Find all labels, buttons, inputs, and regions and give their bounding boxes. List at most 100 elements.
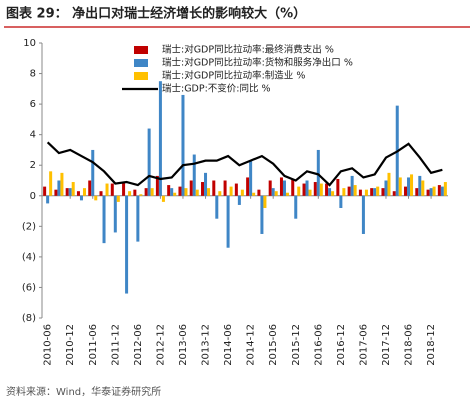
legend-label: 瑞士:对GDP同比拉动率:最终消费支出 % bbox=[162, 44, 334, 56]
bar bbox=[274, 191, 278, 196]
bar bbox=[249, 160, 253, 196]
bar bbox=[443, 182, 447, 196]
y-tick-label: 2 bbox=[30, 160, 36, 171]
x-tick-label: 2011-12 bbox=[110, 324, 121, 366]
bar bbox=[418, 175, 422, 196]
legend-swatch bbox=[134, 59, 148, 67]
y-tick-label: (8) bbox=[22, 313, 36, 324]
bar bbox=[336, 178, 340, 196]
x-tick-label: 2017-12 bbox=[381, 324, 392, 366]
bar bbox=[226, 195, 230, 248]
bar bbox=[201, 182, 205, 196]
x-tick-label: 2010-06 bbox=[43, 324, 54, 366]
bar bbox=[195, 189, 199, 196]
bar bbox=[215, 195, 219, 219]
bar bbox=[99, 191, 103, 196]
bar bbox=[147, 128, 151, 196]
bar bbox=[294, 195, 298, 219]
bar bbox=[358, 189, 362, 196]
bar bbox=[46, 195, 50, 204]
x-tick-label: 2018-06 bbox=[404, 324, 415, 366]
x-tick-label: 2014-06 bbox=[223, 324, 234, 366]
x-tick-label: 2013-06 bbox=[178, 324, 189, 366]
x-tick-label: 2016-06 bbox=[313, 324, 324, 366]
bar bbox=[71, 182, 75, 196]
bar bbox=[319, 183, 323, 196]
bar bbox=[158, 81, 162, 196]
bar bbox=[268, 180, 272, 196]
bar bbox=[184, 188, 188, 196]
bar bbox=[229, 186, 233, 196]
x-tick-label: 2011-06 bbox=[88, 324, 99, 366]
bar bbox=[429, 188, 433, 196]
bar bbox=[316, 149, 320, 196]
y-tick-label: (4) bbox=[22, 252, 36, 263]
y-tick-label: 6 bbox=[30, 99, 36, 110]
bar bbox=[116, 195, 120, 202]
bar bbox=[263, 195, 267, 208]
bar bbox=[223, 180, 227, 196]
x-tick-label: 2015-06 bbox=[268, 324, 279, 366]
x-tick-label: 2014-12 bbox=[246, 324, 257, 366]
bar bbox=[257, 189, 261, 196]
bar bbox=[328, 188, 332, 196]
source-note: 资料来源：Wind，华泰证券研究所 bbox=[6, 385, 161, 398]
bar bbox=[181, 94, 185, 196]
y-tick-label: 0 bbox=[30, 191, 36, 202]
x-tick-label: 2018-12 bbox=[426, 324, 437, 366]
bar bbox=[178, 186, 182, 196]
bar bbox=[173, 192, 177, 196]
bar bbox=[361, 195, 365, 234]
legend-swatch bbox=[134, 72, 148, 80]
bar bbox=[155, 175, 159, 196]
bar bbox=[373, 188, 377, 196]
bar bbox=[128, 191, 132, 196]
bar bbox=[43, 186, 47, 196]
bar bbox=[88, 180, 92, 196]
bar bbox=[392, 191, 396, 196]
bar bbox=[440, 186, 444, 196]
bar bbox=[110, 183, 114, 196]
bar bbox=[432, 186, 436, 196]
bar bbox=[144, 188, 148, 196]
bar bbox=[125, 195, 129, 294]
bar bbox=[150, 188, 154, 196]
bar bbox=[79, 195, 83, 201]
x-tick-label: 2010-12 bbox=[65, 324, 76, 366]
bar bbox=[49, 171, 53, 196]
bar bbox=[302, 183, 306, 196]
bar bbox=[167, 185, 171, 196]
bar bbox=[353, 185, 357, 196]
bar bbox=[192, 154, 196, 196]
bar bbox=[347, 186, 351, 196]
legend-label: 瑞士:对GDP同比拉动率:制造业 % bbox=[162, 70, 305, 82]
bar bbox=[161, 195, 165, 202]
bar bbox=[218, 191, 222, 196]
bar bbox=[234, 183, 238, 196]
bar bbox=[342, 188, 346, 196]
bar bbox=[212, 180, 216, 196]
bar bbox=[122, 182, 126, 196]
bar bbox=[313, 182, 317, 196]
bar bbox=[291, 178, 295, 196]
x-tick-label: 2015-12 bbox=[291, 324, 302, 366]
bar bbox=[237, 195, 241, 205]
bar bbox=[285, 192, 289, 196]
bar bbox=[339, 195, 343, 208]
bar bbox=[133, 189, 137, 196]
bar bbox=[91, 149, 95, 196]
bar bbox=[240, 189, 244, 196]
x-tick-label: 2012-12 bbox=[155, 324, 166, 366]
legend-label: 瑞士:GDP:不变价:同比 % bbox=[162, 83, 271, 95]
bar bbox=[308, 189, 312, 196]
x-tick-label: 2012-06 bbox=[133, 324, 144, 366]
bar bbox=[252, 192, 256, 196]
y-tick-label: (2) bbox=[22, 221, 36, 232]
bar bbox=[246, 177, 250, 196]
y-tick-label: (6) bbox=[22, 282, 36, 293]
bar bbox=[102, 195, 106, 244]
legend-label: 瑞士:对GDP同比拉动率:货物和服务净出口 % bbox=[162, 57, 353, 69]
bar bbox=[260, 195, 264, 234]
x-tick-label: 2017-06 bbox=[358, 324, 369, 366]
bar bbox=[271, 188, 275, 196]
